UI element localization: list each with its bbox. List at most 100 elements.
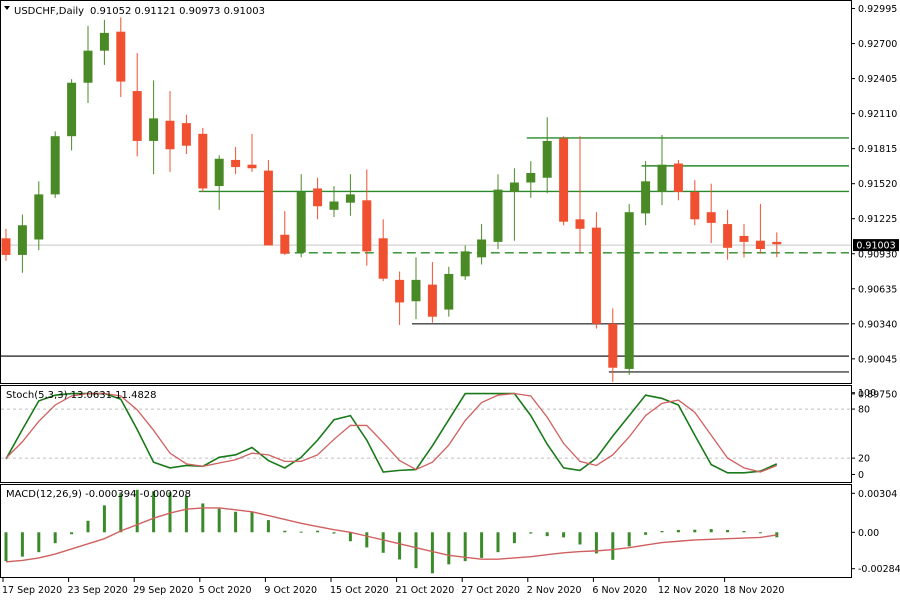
candle-body xyxy=(280,234,290,254)
candle xyxy=(181,114,191,154)
time-tick-label: 17 Sep 2020 xyxy=(2,585,62,596)
candle xyxy=(395,271,405,325)
candle-body xyxy=(231,159,241,168)
candle-body xyxy=(296,192,306,253)
candle-body xyxy=(345,194,355,203)
time-tick-label: 23 Sep 2020 xyxy=(68,585,128,596)
candle-body xyxy=(67,82,77,137)
candle-body xyxy=(132,91,142,141)
macd-bar xyxy=(726,529,730,533)
time-tick-label: 5 Oct 2020 xyxy=(199,585,252,596)
price-tick-label: 0.91815 xyxy=(858,144,897,155)
candle xyxy=(99,19,109,65)
macd-axis: 0.00304 0.00 -0.00284 xyxy=(851,489,900,575)
candle-body xyxy=(493,189,503,242)
candle xyxy=(214,155,224,210)
macd-bar xyxy=(53,532,57,544)
candle xyxy=(723,209,733,260)
candle xyxy=(378,219,388,282)
stoch-tick-label: 80 xyxy=(858,405,870,416)
candle xyxy=(296,174,306,258)
macd-bar xyxy=(365,532,369,548)
candle xyxy=(509,168,519,241)
dropdown-triangle-icon[interactable] xyxy=(4,6,10,10)
macd-bar xyxy=(627,532,631,547)
macd-bar xyxy=(496,532,500,553)
candle xyxy=(542,117,552,194)
current-price-tag-bg xyxy=(853,239,899,252)
candle xyxy=(772,232,782,258)
candle xyxy=(362,169,372,266)
time-tick-label: 15 Oct 2020 xyxy=(330,585,389,596)
candle xyxy=(477,224,487,265)
candle xyxy=(280,211,290,255)
time-tick-label: 9 Oct 2020 xyxy=(264,585,317,596)
candle-body xyxy=(116,31,126,82)
candle-body xyxy=(723,224,733,248)
candle-body xyxy=(181,123,191,146)
price-tick-label: 0.91225 xyxy=(858,214,897,225)
time-tick-label: 29 Sep 2020 xyxy=(133,585,193,596)
macd-signal-series xyxy=(5,507,777,563)
candle-body xyxy=(673,163,683,192)
macd-signal-line xyxy=(5,507,777,563)
price-tick-label: 0.92405 xyxy=(858,74,897,85)
candle-body xyxy=(247,164,257,169)
stochastic-axis: 100 80 20 0 xyxy=(851,388,876,481)
candle xyxy=(149,80,159,175)
price-tick-label: 0.91520 xyxy=(858,179,897,190)
candle xyxy=(165,91,175,172)
time-tick-label: 18 Nov 2020 xyxy=(724,585,785,596)
main-pane-frame xyxy=(0,0,852,384)
macd-bar xyxy=(414,532,418,569)
macd-tick-label: 0.00 xyxy=(858,528,879,539)
candle xyxy=(17,214,27,273)
macd-bar xyxy=(611,532,615,560)
macd-histogram xyxy=(4,489,779,574)
macd-bar xyxy=(545,532,549,537)
candle-body xyxy=(526,173,536,183)
candle-body xyxy=(477,239,487,258)
candle-body xyxy=(329,201,339,210)
candle xyxy=(706,183,716,244)
candle xyxy=(411,257,421,320)
ohlc-label: 0.91052 0.91121 0.90973 0.91003 xyxy=(90,6,265,17)
candle-body xyxy=(509,182,519,192)
macd-tick-label: -0.00284 xyxy=(858,564,900,575)
candle-body xyxy=(542,140,552,178)
candle xyxy=(34,181,44,251)
candle xyxy=(67,79,77,151)
macd-bar xyxy=(86,520,90,533)
candle xyxy=(444,266,454,317)
candle-body xyxy=(739,235,749,242)
macd-bar xyxy=(775,532,779,538)
candle xyxy=(641,161,651,226)
candle xyxy=(313,177,323,220)
macd-bar xyxy=(201,503,205,533)
candle-body xyxy=(460,251,470,277)
macd-bar xyxy=(480,532,484,558)
candle xyxy=(247,133,257,172)
candle-body xyxy=(313,188,323,207)
macd-bar xyxy=(578,532,582,545)
candle xyxy=(263,159,273,246)
candle xyxy=(329,186,339,217)
candle-body xyxy=(34,194,44,240)
macd-bar xyxy=(348,532,352,542)
macd-bar xyxy=(430,532,434,574)
macd-bar xyxy=(37,532,41,553)
candle-body xyxy=(378,238,388,279)
stoch-tick-label: 20 xyxy=(858,454,870,465)
macd-bar xyxy=(119,493,123,533)
time-tick-label: 21 Oct 2020 xyxy=(396,585,455,596)
macd-bar xyxy=(168,492,172,533)
chart-header: USDCHF,Daily 0.91052 0.91121 0.90973 0.9… xyxy=(4,6,265,17)
macd-bar xyxy=(283,530,287,533)
macd-bar xyxy=(4,532,8,562)
candle xyxy=(1,228,11,261)
candle xyxy=(493,174,503,249)
stochastic-title: Stoch(5,3,3) 13.0631 11.4828 xyxy=(6,390,157,401)
macd-bar xyxy=(316,530,320,533)
candle xyxy=(427,262,437,323)
